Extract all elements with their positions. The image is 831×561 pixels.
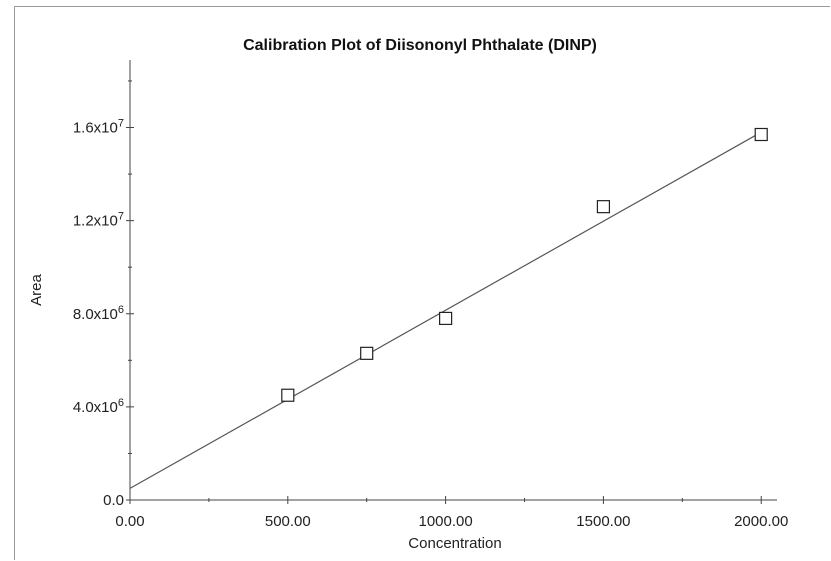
y-tick-label: 0.0 bbox=[103, 492, 124, 509]
chart-frame bbox=[14, 6, 830, 560]
x-tick-label: 500.00 bbox=[265, 513, 311, 530]
x-tick-label: 1000.00 bbox=[418, 513, 472, 530]
y-tick-label: 4.0x106 bbox=[73, 397, 124, 416]
data-point bbox=[754, 127, 768, 142]
fit-line-group bbox=[129, 131, 762, 489]
y-axis-label: Area bbox=[28, 274, 45, 306]
y-tick-label: 1.6x107 bbox=[73, 118, 124, 137]
data-point bbox=[360, 346, 374, 360]
x-axis-label: Concentration bbox=[408, 535, 501, 552]
data-points bbox=[281, 127, 768, 402]
data-point bbox=[596, 200, 611, 214]
data-point bbox=[281, 388, 295, 402]
x-tick-label: 2000.00 bbox=[734, 513, 788, 530]
data-point bbox=[439, 311, 453, 326]
axes bbox=[129, 60, 777, 501]
chart-title: Calibration Plot of Diisononyl Phthalate… bbox=[243, 37, 597, 54]
y-tick-label: 8.0x106 bbox=[73, 304, 124, 323]
x-tick-label: 1500.00 bbox=[576, 513, 630, 530]
x-tick-label: 0.00 bbox=[115, 513, 144, 530]
ticks: 0.0 4.0x106 8.0x106 1.2x107 1.6x107 0.00 500.0… bbox=[73, 80, 788, 530]
y-tick-label: 1.2x107 bbox=[73, 211, 124, 230]
fit-line bbox=[129, 131, 762, 489]
